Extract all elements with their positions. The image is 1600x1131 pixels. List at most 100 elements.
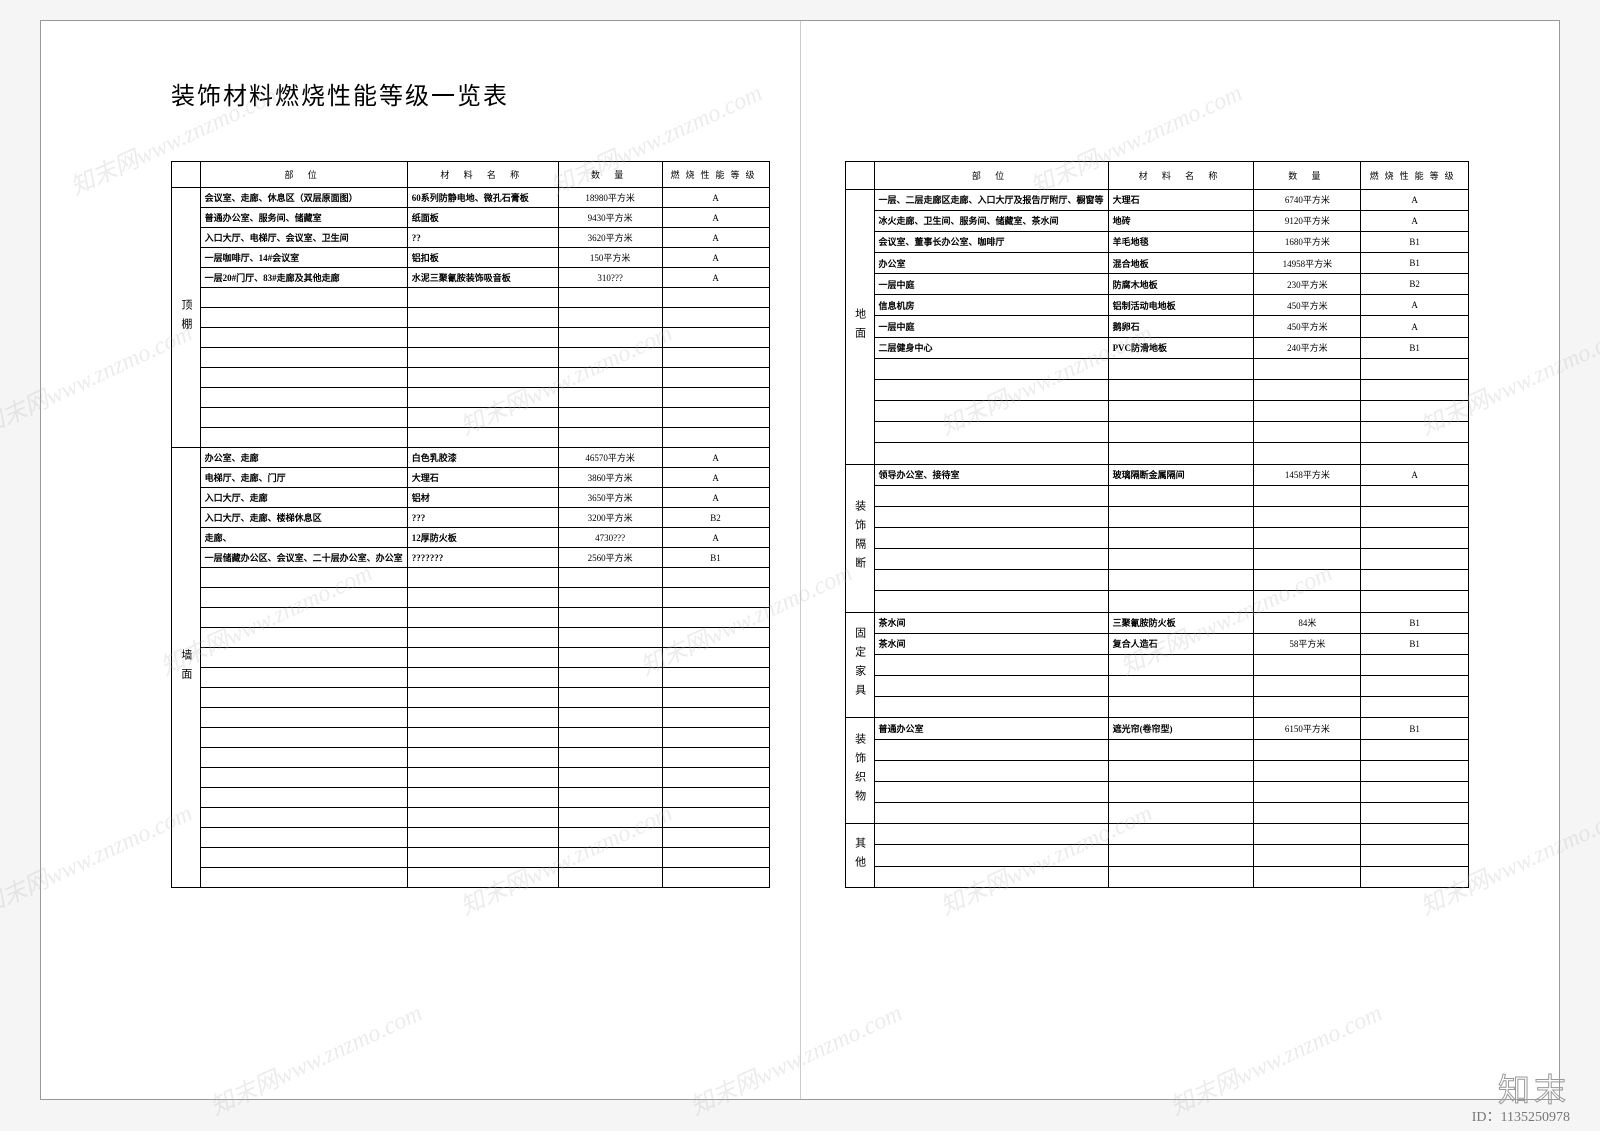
cell-location: 会议室、走廊、休息区（双层原面图） — [200, 188, 407, 208]
cell-location — [874, 549, 1108, 570]
cell-quantity — [1254, 866, 1361, 887]
cell-quantity — [1254, 485, 1361, 506]
cell-grade — [1361, 803, 1469, 824]
cell-grade — [1361, 358, 1469, 379]
cell-location — [200, 588, 407, 608]
cell-grade — [1361, 591, 1469, 612]
cell-grade — [1361, 401, 1469, 422]
cell-material — [1108, 866, 1254, 887]
cell-location: 冰火走廊、卫生间、服务间、储藏室、茶水间 — [874, 210, 1108, 231]
table-row — [172, 308, 770, 328]
cell-material — [1108, 549, 1254, 570]
cell-quantity: 450平方米 — [1254, 295, 1361, 316]
left-table: 部 位 材 料 名 称 数 量 燃烧性能等级顶棚会议室、走廊、休息区（双层原面图… — [171, 161, 770, 888]
cell-grade — [662, 288, 769, 308]
cell-grade: A — [662, 188, 769, 208]
cell-grade — [662, 788, 769, 808]
cell-location: 一层20#门厅、83#走廊及其他走廊 — [200, 268, 407, 288]
cell-grade: A — [662, 248, 769, 268]
cell-grade — [1361, 506, 1469, 527]
cell-quantity — [558, 828, 662, 848]
cell-quantity: 310??? — [558, 268, 662, 288]
cell-material — [1108, 591, 1254, 612]
table-row: 顶棚会议室、走廊、休息区（双层原面图）60系列防静电地、微孔石膏板18980平方… — [172, 188, 770, 208]
table-row — [172, 668, 770, 688]
cell-quantity — [1254, 422, 1361, 443]
cell-quantity — [558, 408, 662, 428]
cell-location — [874, 401, 1108, 422]
cell-location — [874, 676, 1108, 697]
cell-material: 地砖 — [1108, 210, 1254, 231]
table-row — [845, 528, 1468, 549]
cell-location — [200, 328, 407, 348]
table-row — [845, 654, 1468, 675]
cell-grade — [662, 748, 769, 768]
cell-material — [1108, 824, 1254, 845]
table-row — [172, 868, 770, 888]
section-label: 地面 — [845, 189, 874, 464]
cell-quantity — [558, 648, 662, 668]
cell-grade — [1361, 845, 1469, 866]
cell-quantity — [1254, 443, 1361, 464]
cell-material — [407, 568, 558, 588]
cell-material: 鹅卵石 — [1108, 316, 1254, 337]
cell-grade — [662, 868, 769, 888]
cell-quantity — [1254, 379, 1361, 400]
cell-grade — [662, 828, 769, 848]
cell-grade: A — [662, 208, 769, 228]
cell-material — [1108, 401, 1254, 422]
table-row — [172, 428, 770, 448]
cell-location: 一层中庭 — [874, 316, 1108, 337]
cell-grade: B1 — [1361, 633, 1469, 654]
cell-location — [200, 668, 407, 688]
table-row — [845, 739, 1468, 760]
cell-location — [874, 845, 1108, 866]
cell-material: 大理石 — [407, 468, 558, 488]
cell-location — [874, 866, 1108, 887]
cell-quantity: 150平方米 — [558, 248, 662, 268]
table-row — [172, 708, 770, 728]
cell-material — [1108, 443, 1254, 464]
cell-quantity: 1458平方米 — [1254, 464, 1361, 485]
cell-location — [874, 379, 1108, 400]
cell-material — [407, 748, 558, 768]
cell-material: 大理石 — [1108, 189, 1254, 210]
cell-quantity — [558, 288, 662, 308]
cell-material — [407, 328, 558, 348]
cell-location: 信息机房 — [874, 295, 1108, 316]
table-row — [845, 401, 1468, 422]
cell-material — [407, 788, 558, 808]
cell-quantity — [1254, 824, 1361, 845]
table-row — [172, 768, 770, 788]
cell-location — [874, 654, 1108, 675]
cell-grade — [1361, 781, 1469, 802]
cell-location: 会议室、董事长办公室、咖啡厅 — [874, 231, 1108, 252]
cell-grade: A — [1361, 316, 1469, 337]
cell-quantity: 450平方米 — [1254, 316, 1361, 337]
cell-grade — [1361, 676, 1469, 697]
cell-material: ??? — [407, 508, 558, 528]
cell-quantity — [558, 768, 662, 788]
cell-grade: B2 — [662, 508, 769, 528]
table-row — [172, 848, 770, 868]
table-row — [172, 348, 770, 368]
table-row — [845, 697, 1468, 718]
table-row: 入口大厅、电梯厅、会议室、卫生间??3620平方米A — [172, 228, 770, 248]
cell-grade: A — [662, 488, 769, 508]
table-row — [172, 828, 770, 848]
table-row: 会议室、董事长办公室、咖啡厅羊毛地毯1680平方米B1 — [845, 231, 1468, 252]
cell-quantity — [1254, 760, 1361, 781]
table-row — [172, 388, 770, 408]
cell-quantity — [1254, 401, 1361, 422]
cell-location: 办公室 — [874, 252, 1108, 273]
cell-grade — [1361, 570, 1469, 591]
table-row — [845, 443, 1468, 464]
cell-material — [1108, 506, 1254, 527]
cell-quantity: 4730??? — [558, 528, 662, 548]
cell-grade — [1361, 422, 1469, 443]
table-row — [172, 648, 770, 668]
cell-quantity — [1254, 591, 1361, 612]
cell-material — [1108, 570, 1254, 591]
cell-quantity: 9430平方米 — [558, 208, 662, 228]
cell-quantity: 3620平方米 — [558, 228, 662, 248]
